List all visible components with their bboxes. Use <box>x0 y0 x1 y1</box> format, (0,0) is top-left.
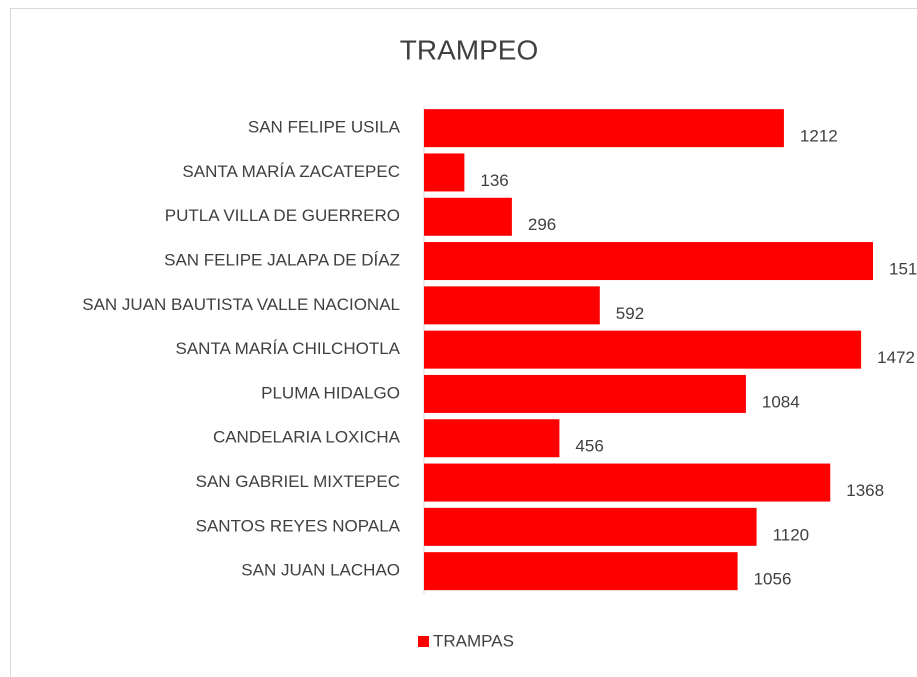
data-label: 1368 <box>846 481 884 500</box>
data-label: 296 <box>528 215 556 234</box>
bar <box>424 242 873 281</box>
data-label: 1512 <box>889 260 917 279</box>
bar <box>424 330 862 369</box>
y-tick-label: PLUMA HIDALGO <box>261 383 400 402</box>
y-tick-label: SAN JUAN LACHAO <box>241 561 400 580</box>
bar <box>424 419 560 458</box>
y-tick-label: SANTA MARÍA ZACATEPEC <box>182 162 400 181</box>
y-tick-label: SANTOS REYES NOPALA <box>196 516 401 535</box>
data-label: 136 <box>480 171 508 190</box>
bar <box>424 463 831 502</box>
bar <box>424 286 600 325</box>
legend-swatch <box>418 636 429 647</box>
y-tick-label: SANTA MARÍA CHILCHOTLA <box>175 339 400 358</box>
data-label: 1472 <box>877 348 915 367</box>
data-label: 1212 <box>800 127 838 146</box>
bar <box>424 197 512 236</box>
y-tick-label: SAN FELIPE JALAPA DE DÍAZ <box>164 251 400 270</box>
y-tick-label: CANDELARIA LOXICHA <box>213 428 401 447</box>
bar <box>424 507 757 546</box>
legend-label: TRAMPAS <box>433 631 514 650</box>
bar <box>424 552 738 591</box>
bar <box>424 374 746 413</box>
data-label: 592 <box>616 304 644 323</box>
y-tick-label: SAN GABRIEL MIXTEPEC <box>196 472 400 491</box>
data-label: 1120 <box>773 525 810 544</box>
data-label: 1056 <box>754 570 792 589</box>
y-tick-label: PUTLA VILLA DE GUERRERO <box>165 206 400 225</box>
bar <box>424 153 465 192</box>
chart-title: TRAMPEO <box>400 34 538 65</box>
data-label: 456 <box>575 437 603 456</box>
data-label: 1084 <box>762 392 800 411</box>
bar <box>424 109 784 148</box>
y-tick-label: SAN JUAN BAUTISTA VALLE NACIONAL <box>82 295 400 314</box>
y-tick-label: SAN FELIPE USILA <box>248 118 401 137</box>
